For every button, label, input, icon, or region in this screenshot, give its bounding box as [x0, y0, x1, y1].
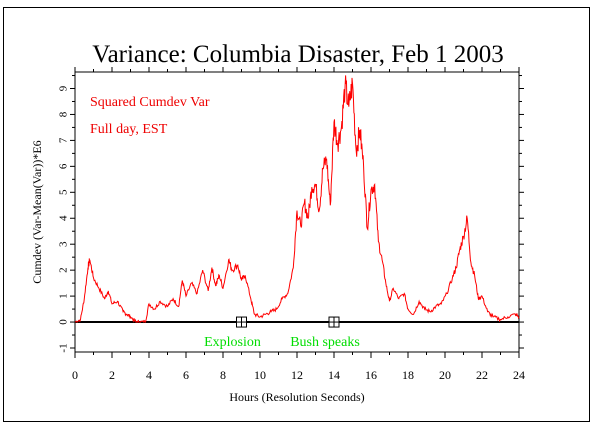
y-tick-label: 7	[58, 137, 70, 143]
x-axis-label: Hours (Resolution Seconds)	[229, 390, 364, 404]
y-tick-label: 4	[58, 215, 70, 221]
y-axis-label: Cumdev (Var-Mean(Var))*E6	[30, 140, 44, 283]
y-axis: -1 0 1 2 3 4 5 6 7 8 9	[58, 75, 524, 353]
event-marker	[328, 316, 340, 328]
period-annotation: Full day, EST	[90, 122, 168, 137]
series-annotation: Squared Cumdev Var	[90, 95, 210, 110]
x-tick-label: 12	[291, 368, 303, 382]
x-tick-label: 0	[72, 368, 78, 382]
y-tick-label: 8	[58, 111, 70, 117]
x-tick-label: 2	[109, 368, 115, 382]
chart-title: Variance: Columbia Disaster, Feb 1 2003	[92, 41, 503, 68]
x-tick-label: 14	[328, 368, 340, 382]
y-tick-label: 1	[58, 293, 70, 299]
outer-frame	[3, 7, 590, 422]
y-tick-label: 3	[58, 241, 70, 247]
x-tick-label: 6	[183, 368, 189, 382]
y-tick-label: 5	[58, 189, 70, 195]
x-axis: 0 2 4 6 8 10 12 14 16 18 20 22 24	[72, 67, 525, 382]
x-tick-label: 20	[439, 368, 451, 382]
x-tick-label: 22	[476, 368, 488, 382]
x-tick-label: 18	[402, 368, 414, 382]
event-label: Explosion	[204, 335, 261, 350]
event-marker	[236, 316, 247, 328]
x-tick-label: 16	[365, 368, 377, 382]
y-tick-label: 0	[58, 319, 70, 325]
event-label: Bush speaks	[290, 335, 360, 350]
y-tick-label: 6	[58, 163, 70, 169]
x-tick-label: 10	[254, 368, 266, 382]
y-tick-label: 9	[58, 85, 70, 91]
x-tick-label: 24	[513, 368, 525, 382]
y-tick-label: -1	[58, 343, 70, 352]
x-tick-label: 8	[220, 368, 226, 382]
x-tick-label: 4	[146, 368, 152, 382]
series-line	[74, 75, 520, 324]
y-tick-label: 2	[58, 267, 70, 273]
event-markers: Explosion Bush speaks	[204, 316, 360, 350]
